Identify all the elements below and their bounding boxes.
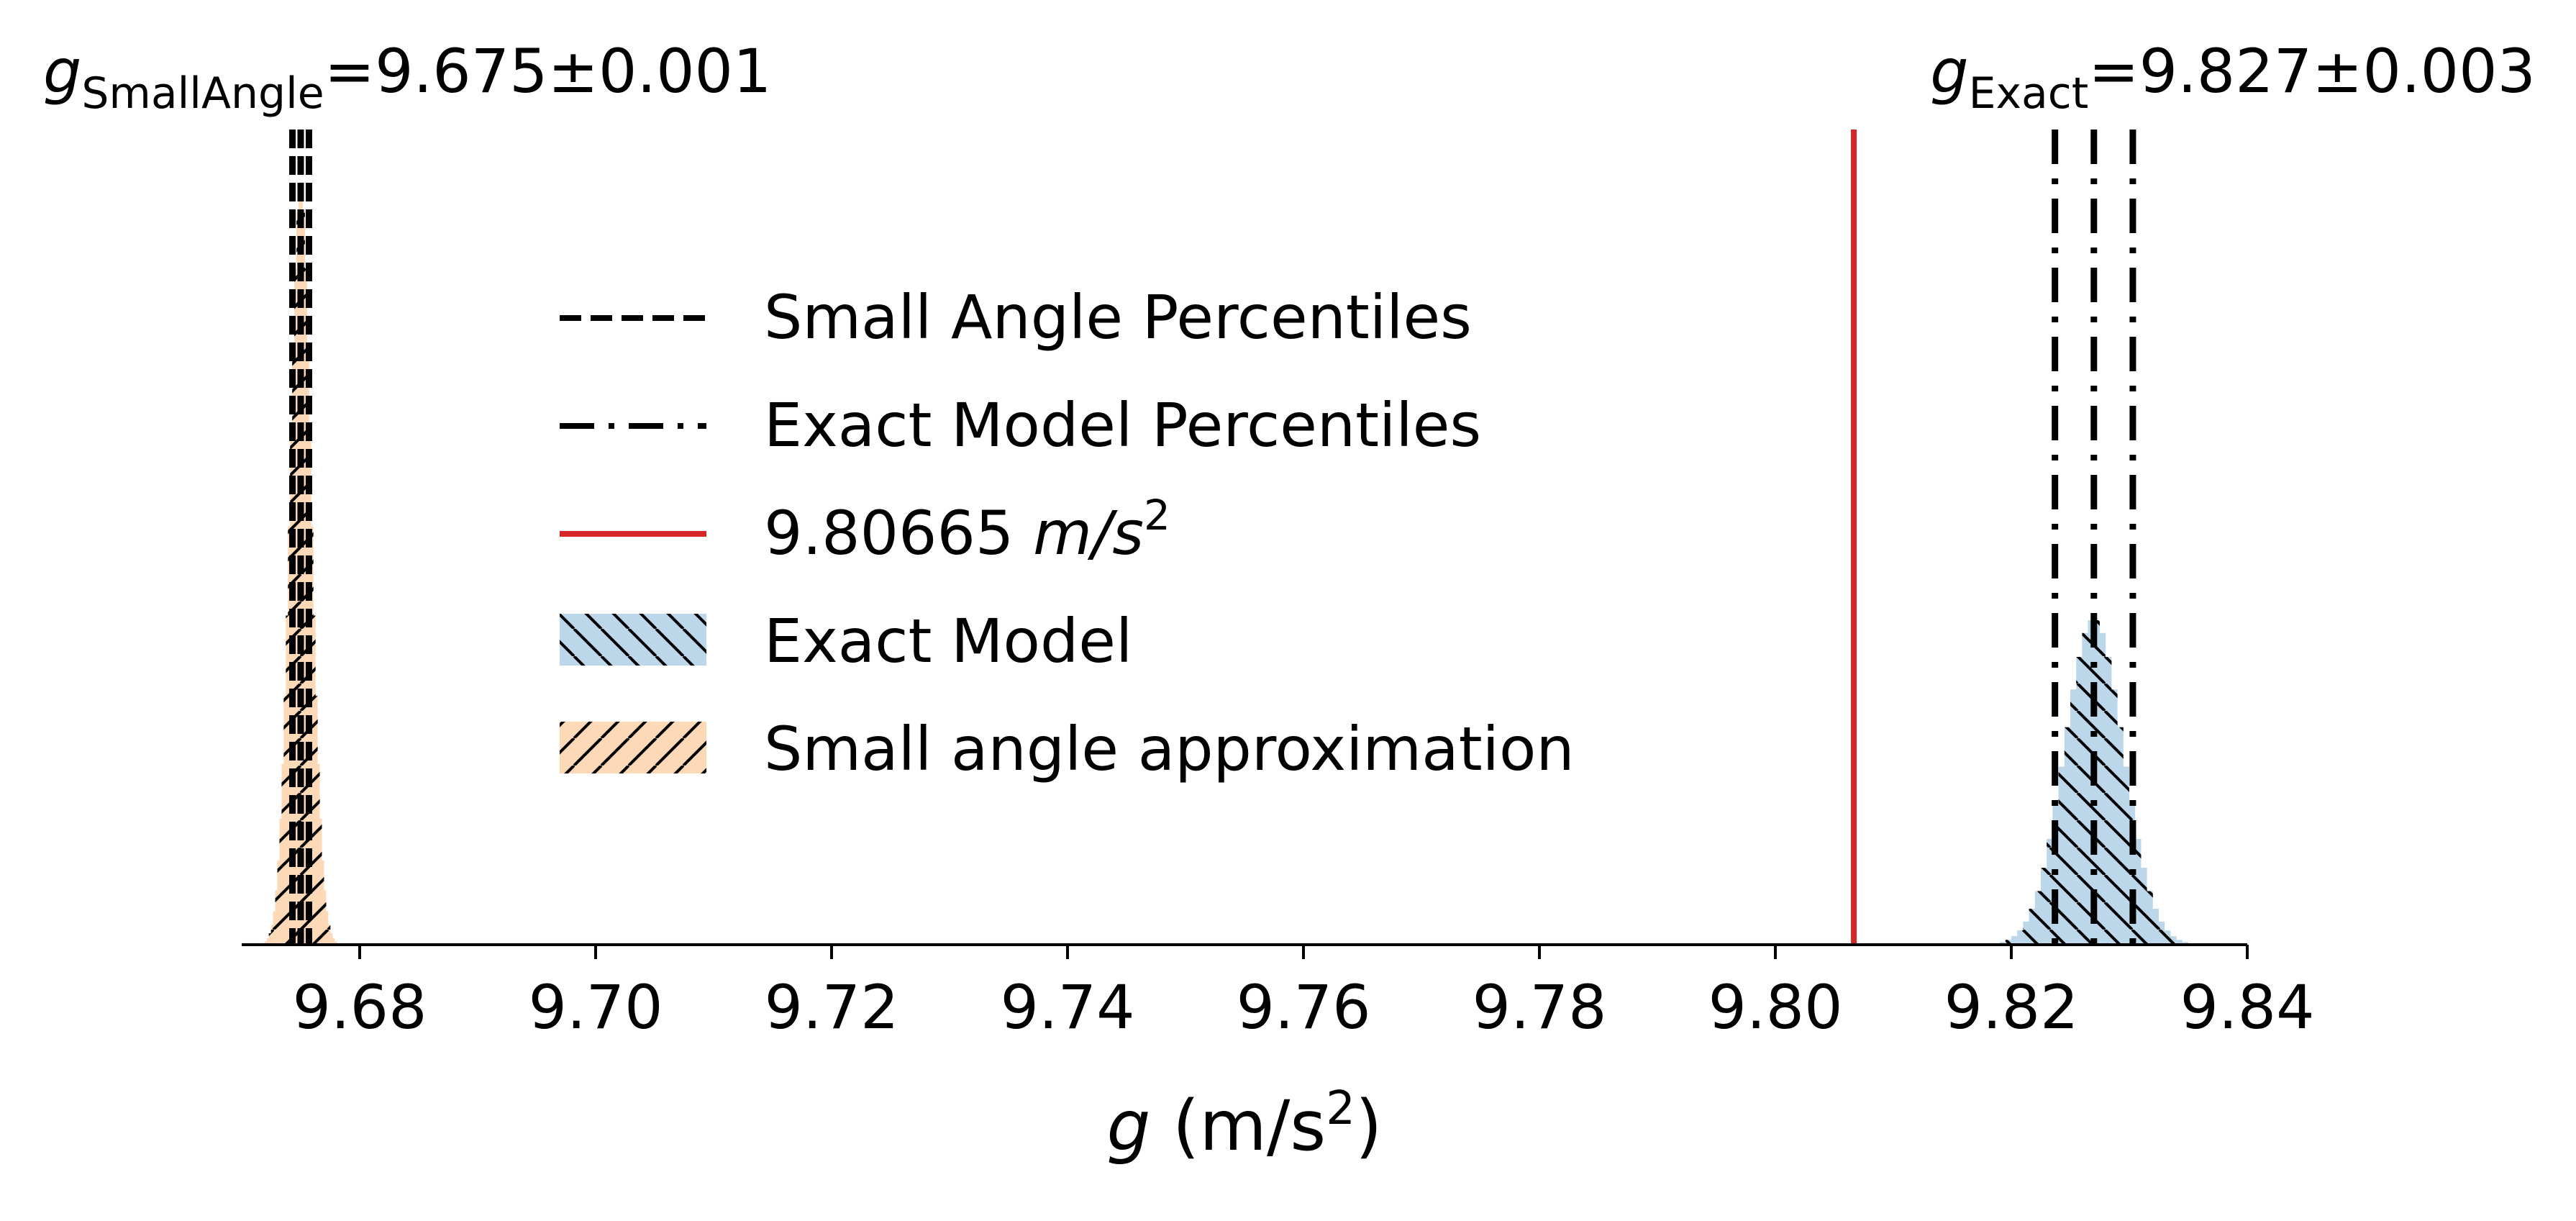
x-ticks: 9.68 9.70 9.72 9.74 9.76 9.78 9.80 9.82 9.84 — [292, 945, 2315, 1043]
title-right: gExact=9.827±0.003 — [1930, 36, 2536, 119]
legend-swatch-small-angle-hatch — [560, 722, 706, 773]
percentile-lines-layer — [289, 130, 2136, 945]
legend-label-small-angle-percentiles: Small Angle Percentiles — [764, 282, 1472, 353]
x-axis-label: g (m/s2) — [1107, 1082, 1383, 1166]
legend-label-exact-model: Exact Model — [764, 606, 1132, 676]
legend-entry-exact-model: Exact Model — [560, 606, 1132, 676]
x-tick-label: 9.82 — [1944, 972, 2078, 1043]
x-tick-label: 9.76 — [1236, 972, 1370, 1043]
x-tick-label: 9.80 — [1708, 972, 1842, 1043]
x-tick-label: 9.68 — [292, 972, 427, 1043]
legend: Small Angle Percentiles Exact Model Perc… — [560, 282, 1575, 784]
legend-label-exact-model-percentiles: Exact Model Percentiles — [764, 390, 1481, 460]
x-tick-label: 9.84 — [2180, 972, 2314, 1043]
legend-entry-small-angle-percentiles: Small Angle Percentiles — [560, 282, 1472, 353]
legend-label-reference-value: 9.80665 m/s2 — [764, 491, 1170, 568]
legend-entry-reference-value: 9.80665 m/s2 — [560, 491, 1170, 568]
x-tick-label: 9.78 — [1472, 972, 1606, 1043]
x-tick-label: 9.74 — [1000, 972, 1134, 1043]
legend-label-small-angle-approximation: Small angle approximation — [764, 714, 1575, 784]
legend-entry-small-angle-approximation: Small angle approximation — [560, 714, 1575, 784]
x-tick-label: 9.70 — [528, 972, 663, 1043]
legend-swatch-exact-model-hatch — [560, 614, 706, 666]
legend-entry-exact-model-percentiles: Exact Model Percentiles — [560, 390, 1481, 460]
title-left: gSmallAngle=9.675±0.001 — [43, 36, 771, 119]
x-tick-label: 9.72 — [764, 972, 898, 1043]
